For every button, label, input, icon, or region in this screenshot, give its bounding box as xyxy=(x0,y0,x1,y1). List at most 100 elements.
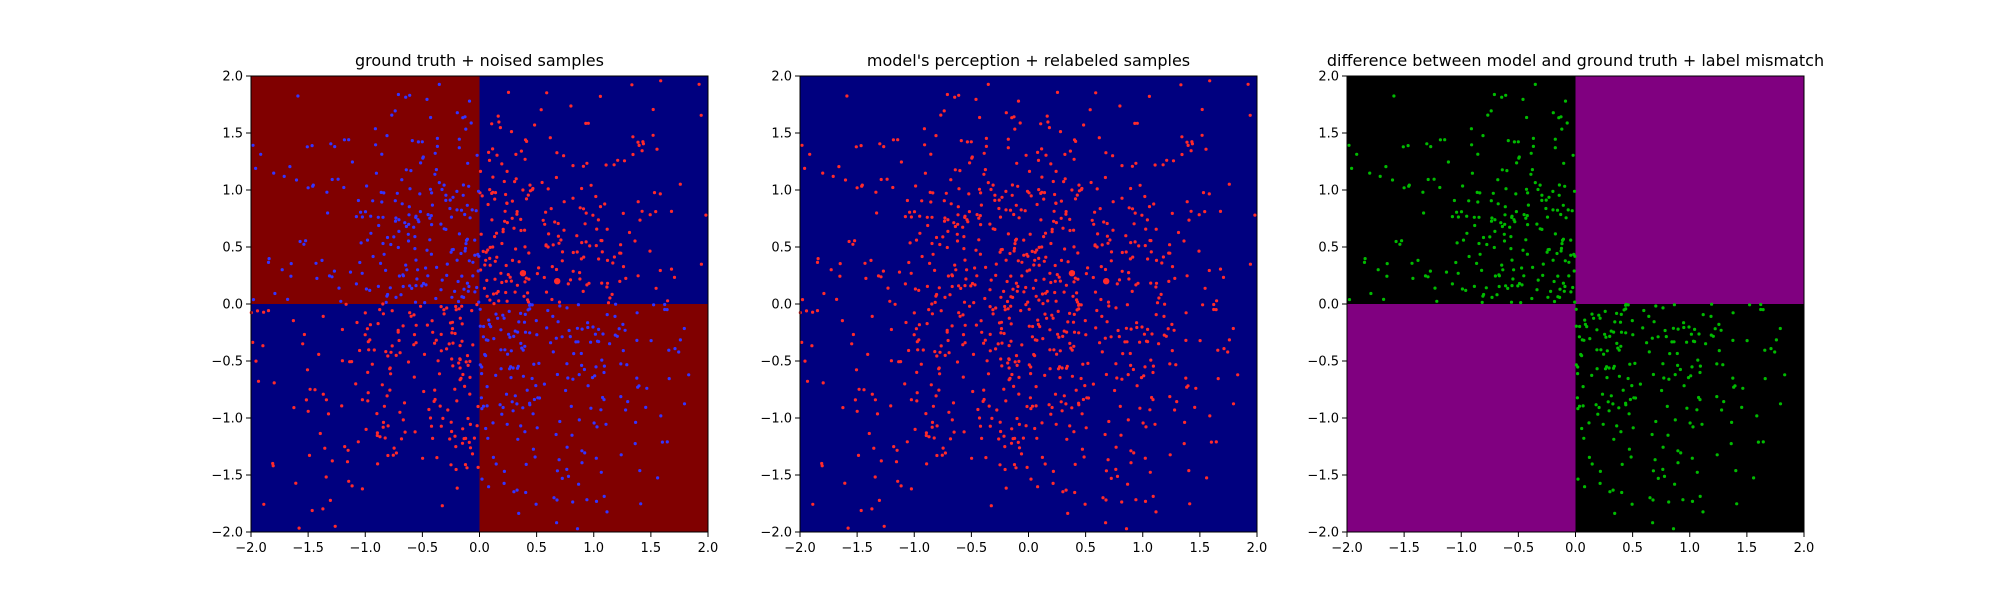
scatter-point xyxy=(1517,156,1521,160)
scatter-point xyxy=(1590,373,1594,377)
scatter-point xyxy=(360,487,364,491)
scatter-point xyxy=(486,436,490,440)
scatter-point xyxy=(1426,177,1430,182)
scatter-point xyxy=(586,321,590,325)
x-tick-label: 1.5 xyxy=(1737,541,1758,556)
scatter-point xyxy=(556,221,560,226)
scatter-point xyxy=(1111,154,1115,158)
scatter-point xyxy=(1128,351,1132,356)
scatter-point xyxy=(434,338,438,342)
scatter-point xyxy=(1690,456,1694,460)
scatter-point xyxy=(562,154,566,158)
scatter-point xyxy=(1130,164,1134,168)
scatter-point xyxy=(1106,300,1111,304)
scatter-point xyxy=(1194,386,1198,390)
scatter-point xyxy=(1134,498,1138,502)
scatter-point xyxy=(602,370,606,375)
scatter-point xyxy=(1042,197,1046,201)
scatter-point xyxy=(963,341,967,345)
scatter-point xyxy=(1454,260,1458,265)
scatter-point xyxy=(1048,367,1052,371)
scatter-point xyxy=(1051,316,1055,320)
scatter-point xyxy=(939,344,943,348)
scatter-point xyxy=(1079,188,1083,192)
scatter-point xyxy=(1174,363,1178,367)
scatter-point xyxy=(1048,271,1052,275)
scatter-point xyxy=(1064,402,1068,406)
scatter-point xyxy=(962,300,967,304)
scatter-point xyxy=(435,456,439,460)
scatter-point xyxy=(1014,466,1018,470)
scatter-point xyxy=(953,224,958,229)
scatter-point xyxy=(1535,222,1539,226)
scatter-point xyxy=(1148,470,1152,474)
scatter-point xyxy=(1505,169,1509,173)
scatter-point xyxy=(1127,206,1131,210)
scatter-point xyxy=(439,332,443,336)
scatter-point xyxy=(1160,261,1164,265)
scatter-point xyxy=(913,427,917,431)
scatter-point xyxy=(918,231,922,235)
scatter-point xyxy=(1155,301,1160,305)
scatter-point xyxy=(654,210,658,214)
scatter-point xyxy=(1512,218,1516,222)
scatter-point xyxy=(961,225,965,229)
scatter-point xyxy=(1104,151,1108,155)
scatter-point xyxy=(621,349,625,353)
scatter-point xyxy=(1499,221,1503,225)
scatter-point xyxy=(1011,295,1015,299)
scatter-point xyxy=(1551,111,1555,115)
scatter-point xyxy=(523,245,527,249)
scatter-point xyxy=(1587,421,1591,425)
scatter-point xyxy=(955,232,959,236)
scatter-point xyxy=(512,226,516,230)
scatter-point xyxy=(464,242,468,246)
scatter-point xyxy=(1135,321,1139,325)
scatter-point xyxy=(418,192,422,196)
scatter-point xyxy=(365,184,369,188)
x-tick-label: −1.0 xyxy=(1445,541,1477,556)
scatter-point xyxy=(412,313,416,317)
scatter-point xyxy=(364,287,368,291)
scatter-point xyxy=(544,290,549,294)
scatter-point xyxy=(1572,269,1576,273)
scatter-point xyxy=(1100,350,1104,354)
scatter-point xyxy=(1748,303,1752,307)
scatter-point xyxy=(466,416,470,421)
scatter-point xyxy=(414,258,418,262)
scatter-point xyxy=(425,248,429,252)
scatter-point xyxy=(1400,239,1404,243)
scatter-point xyxy=(1715,453,1719,457)
scatter-point xyxy=(426,213,430,217)
scatter-point xyxy=(282,174,286,178)
scatter-point xyxy=(939,309,943,313)
scatter-point xyxy=(439,305,443,309)
scatter-point xyxy=(1701,313,1705,317)
scatter-point xyxy=(1040,421,1044,425)
scatter-point xyxy=(566,376,570,380)
scatter-point xyxy=(991,312,995,316)
scatter-point xyxy=(1064,366,1069,370)
scatter-point xyxy=(429,115,433,120)
scatter-point xyxy=(527,251,531,255)
scatter-point xyxy=(568,278,573,282)
scatter-point xyxy=(554,267,559,272)
scatter-point xyxy=(889,327,894,332)
scatter-point xyxy=(1057,275,1061,279)
scatter-point xyxy=(1520,266,1524,270)
scatter-point xyxy=(404,168,408,172)
scatter-point xyxy=(1125,303,1129,307)
scatter-point xyxy=(644,405,648,409)
scatter-point xyxy=(307,453,312,457)
scatter-point xyxy=(1633,361,1637,365)
scatter-point xyxy=(1072,430,1076,434)
scatter-point xyxy=(385,134,389,138)
scatter-point xyxy=(1022,238,1026,242)
scatter-point xyxy=(575,234,579,238)
scatter-point xyxy=(485,404,489,408)
scatter-point xyxy=(978,214,982,218)
scatter-point xyxy=(583,222,587,226)
scatter-point xyxy=(527,277,531,281)
scatter-point xyxy=(385,394,389,398)
scatter-point xyxy=(1201,303,1205,307)
